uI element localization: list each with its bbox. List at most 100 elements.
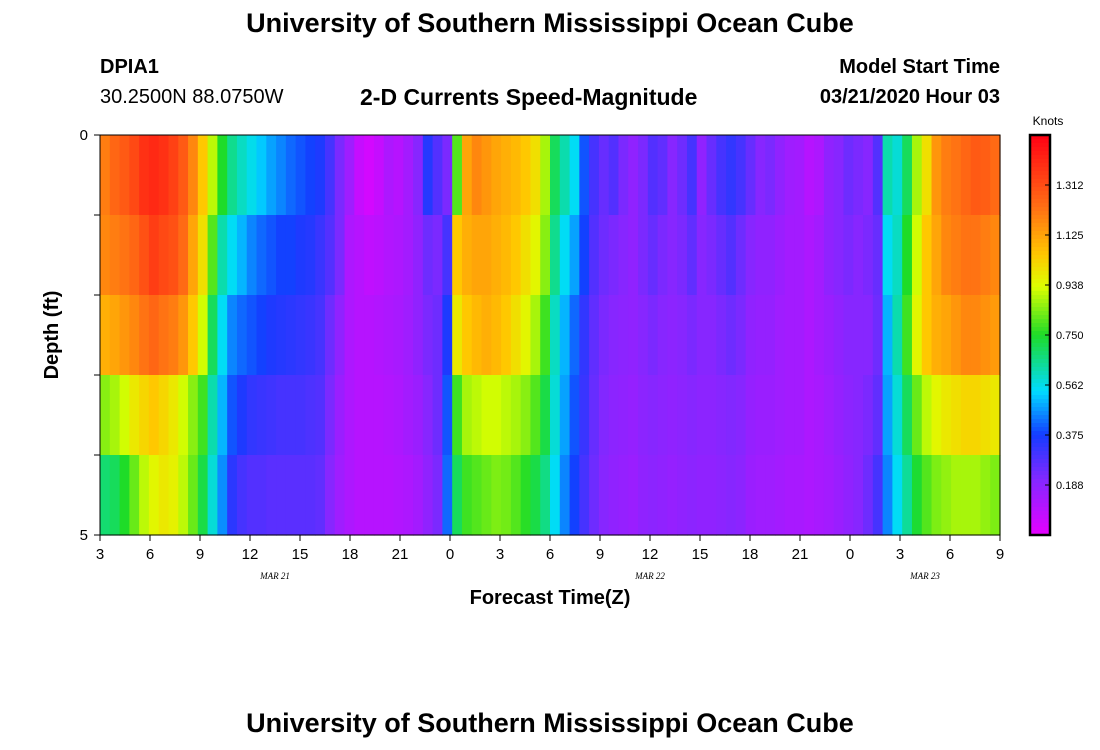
heatmap-cell — [256, 215, 267, 296]
heatmap-cell — [608, 375, 620, 456]
x-axis-ticks: 3 6 9 12 15 18 21 0 3 6 9 12 15 18 21 0 3 6 9 — [96, 535, 1004, 563]
heatmap-cell — [970, 135, 982, 216]
heatmap-cell — [755, 455, 766, 536]
heatmap-cell — [677, 295, 688, 376]
colorbar-swatch — [1030, 191, 1050, 196]
heatmap-cell — [501, 295, 512, 376]
heatmap-cell — [823, 215, 835, 296]
heatmap-cell — [941, 295, 952, 376]
heatmap-cell — [823, 375, 835, 456]
heatmap-cell — [373, 455, 385, 536]
colorbar-swatch — [1030, 227, 1050, 232]
heatmap-cell — [628, 295, 639, 376]
colorbar-tick-label: 0.188 — [1056, 480, 1084, 492]
colorbar-swatch — [1030, 159, 1050, 164]
heatmap-cell — [246, 455, 258, 536]
heatmap-cell — [853, 375, 864, 456]
heatmap-cell — [256, 135, 267, 216]
colorbar-swatch — [1030, 467, 1050, 472]
heatmap-cell — [589, 215, 600, 296]
heatmap-cell — [911, 215, 923, 296]
heatmap-cell — [109, 135, 121, 216]
heatmap-cell — [716, 215, 727, 296]
heatmap-cell — [540, 215, 551, 296]
heatmap-cell — [236, 375, 248, 456]
heatmap-cell — [168, 215, 179, 296]
heatmap-cell — [471, 135, 483, 216]
heatmap-cell — [344, 215, 355, 296]
heatmap-cell — [765, 135, 776, 216]
colorbar-swatch — [1030, 283, 1050, 288]
heatmap-cell — [530, 215, 541, 296]
heatmap-cell — [403, 135, 414, 216]
heatmap-cell — [921, 295, 933, 376]
heatmap-cell — [765, 375, 776, 456]
heatmap-cell — [295, 295, 307, 376]
heatmap-cell — [579, 215, 590, 296]
heatmap-cell — [491, 375, 502, 456]
station-coordinates: 30.2500N 88.0750W — [100, 86, 284, 108]
heatmap-cell — [119, 455, 130, 536]
heatmap-cell — [579, 295, 590, 376]
heatmap-cell — [266, 135, 277, 216]
heatmap-cell — [902, 455, 913, 536]
heatmap-cell — [647, 375, 659, 456]
heatmap-cell — [344, 375, 355, 456]
heatmap-cell — [501, 455, 512, 536]
heatmap-cell — [100, 455, 111, 536]
heatmap-cell — [657, 295, 668, 376]
heatmap-cell — [696, 375, 708, 456]
heatmap-cell — [109, 295, 121, 376]
heatmap-cell — [471, 295, 483, 376]
colorbar-swatch — [1030, 247, 1050, 252]
colorbar-swatch — [1030, 487, 1050, 492]
heatmap-cell — [726, 375, 737, 456]
heatmap-cell — [442, 215, 453, 296]
heatmap-cell — [853, 215, 864, 296]
colorbar-swatch — [1030, 263, 1050, 268]
heatmap-cell — [931, 135, 942, 216]
x-tick-label: 6 — [946, 546, 954, 563]
heatmap-cell — [510, 375, 522, 456]
heatmap-cell — [911, 135, 923, 216]
heatmap-cell — [638, 215, 649, 296]
heatmap-cell — [334, 295, 346, 376]
heatmap-cell — [863, 455, 874, 536]
heatmap-cell — [941, 135, 952, 216]
colorbar-swatch — [1030, 303, 1050, 308]
heatmap-cell — [393, 375, 404, 456]
heatmap-cell — [579, 135, 590, 216]
heatmap-cell — [657, 375, 668, 456]
heatmap-cell — [227, 375, 238, 456]
heatmap-cell — [559, 455, 571, 536]
colorbar-swatch — [1030, 399, 1050, 404]
heatmap-cell — [902, 215, 913, 296]
page-title: University of Southern Mississippi Ocean… — [246, 8, 854, 38]
heatmap-cell — [256, 295, 267, 376]
colorbar-swatch — [1030, 199, 1050, 204]
colorbar-swatch — [1030, 315, 1050, 320]
heatmap-cell — [775, 215, 786, 296]
heatmap-cell — [716, 135, 727, 216]
heatmap-cell — [217, 455, 228, 536]
heatmap-cell — [383, 455, 395, 536]
heatmap-cell — [422, 215, 434, 296]
heatmap-cell — [285, 455, 297, 536]
heatmap-cell — [735, 375, 747, 456]
x-tick-label: 6 — [146, 546, 154, 563]
heatmap-cell — [784, 135, 796, 216]
x-tick-label: 21 — [792, 546, 809, 563]
x-tick-label: 3 — [896, 546, 904, 563]
colorbar-swatch — [1030, 419, 1050, 424]
heatmap-cell — [178, 455, 189, 536]
heatmap-cell — [745, 295, 757, 376]
heatmap-cell — [892, 295, 903, 376]
heatmap-cell — [236, 295, 248, 376]
heatmap-cell — [735, 135, 747, 216]
date-labels: MAR 21 MAR 22 MAR 23 — [259, 571, 940, 581]
heatmap-cell — [911, 295, 923, 376]
heatmap-cell — [589, 375, 600, 456]
heatmap-cell — [706, 135, 717, 216]
colorbar-swatch — [1030, 147, 1050, 152]
colorbar-swatch — [1030, 319, 1050, 324]
